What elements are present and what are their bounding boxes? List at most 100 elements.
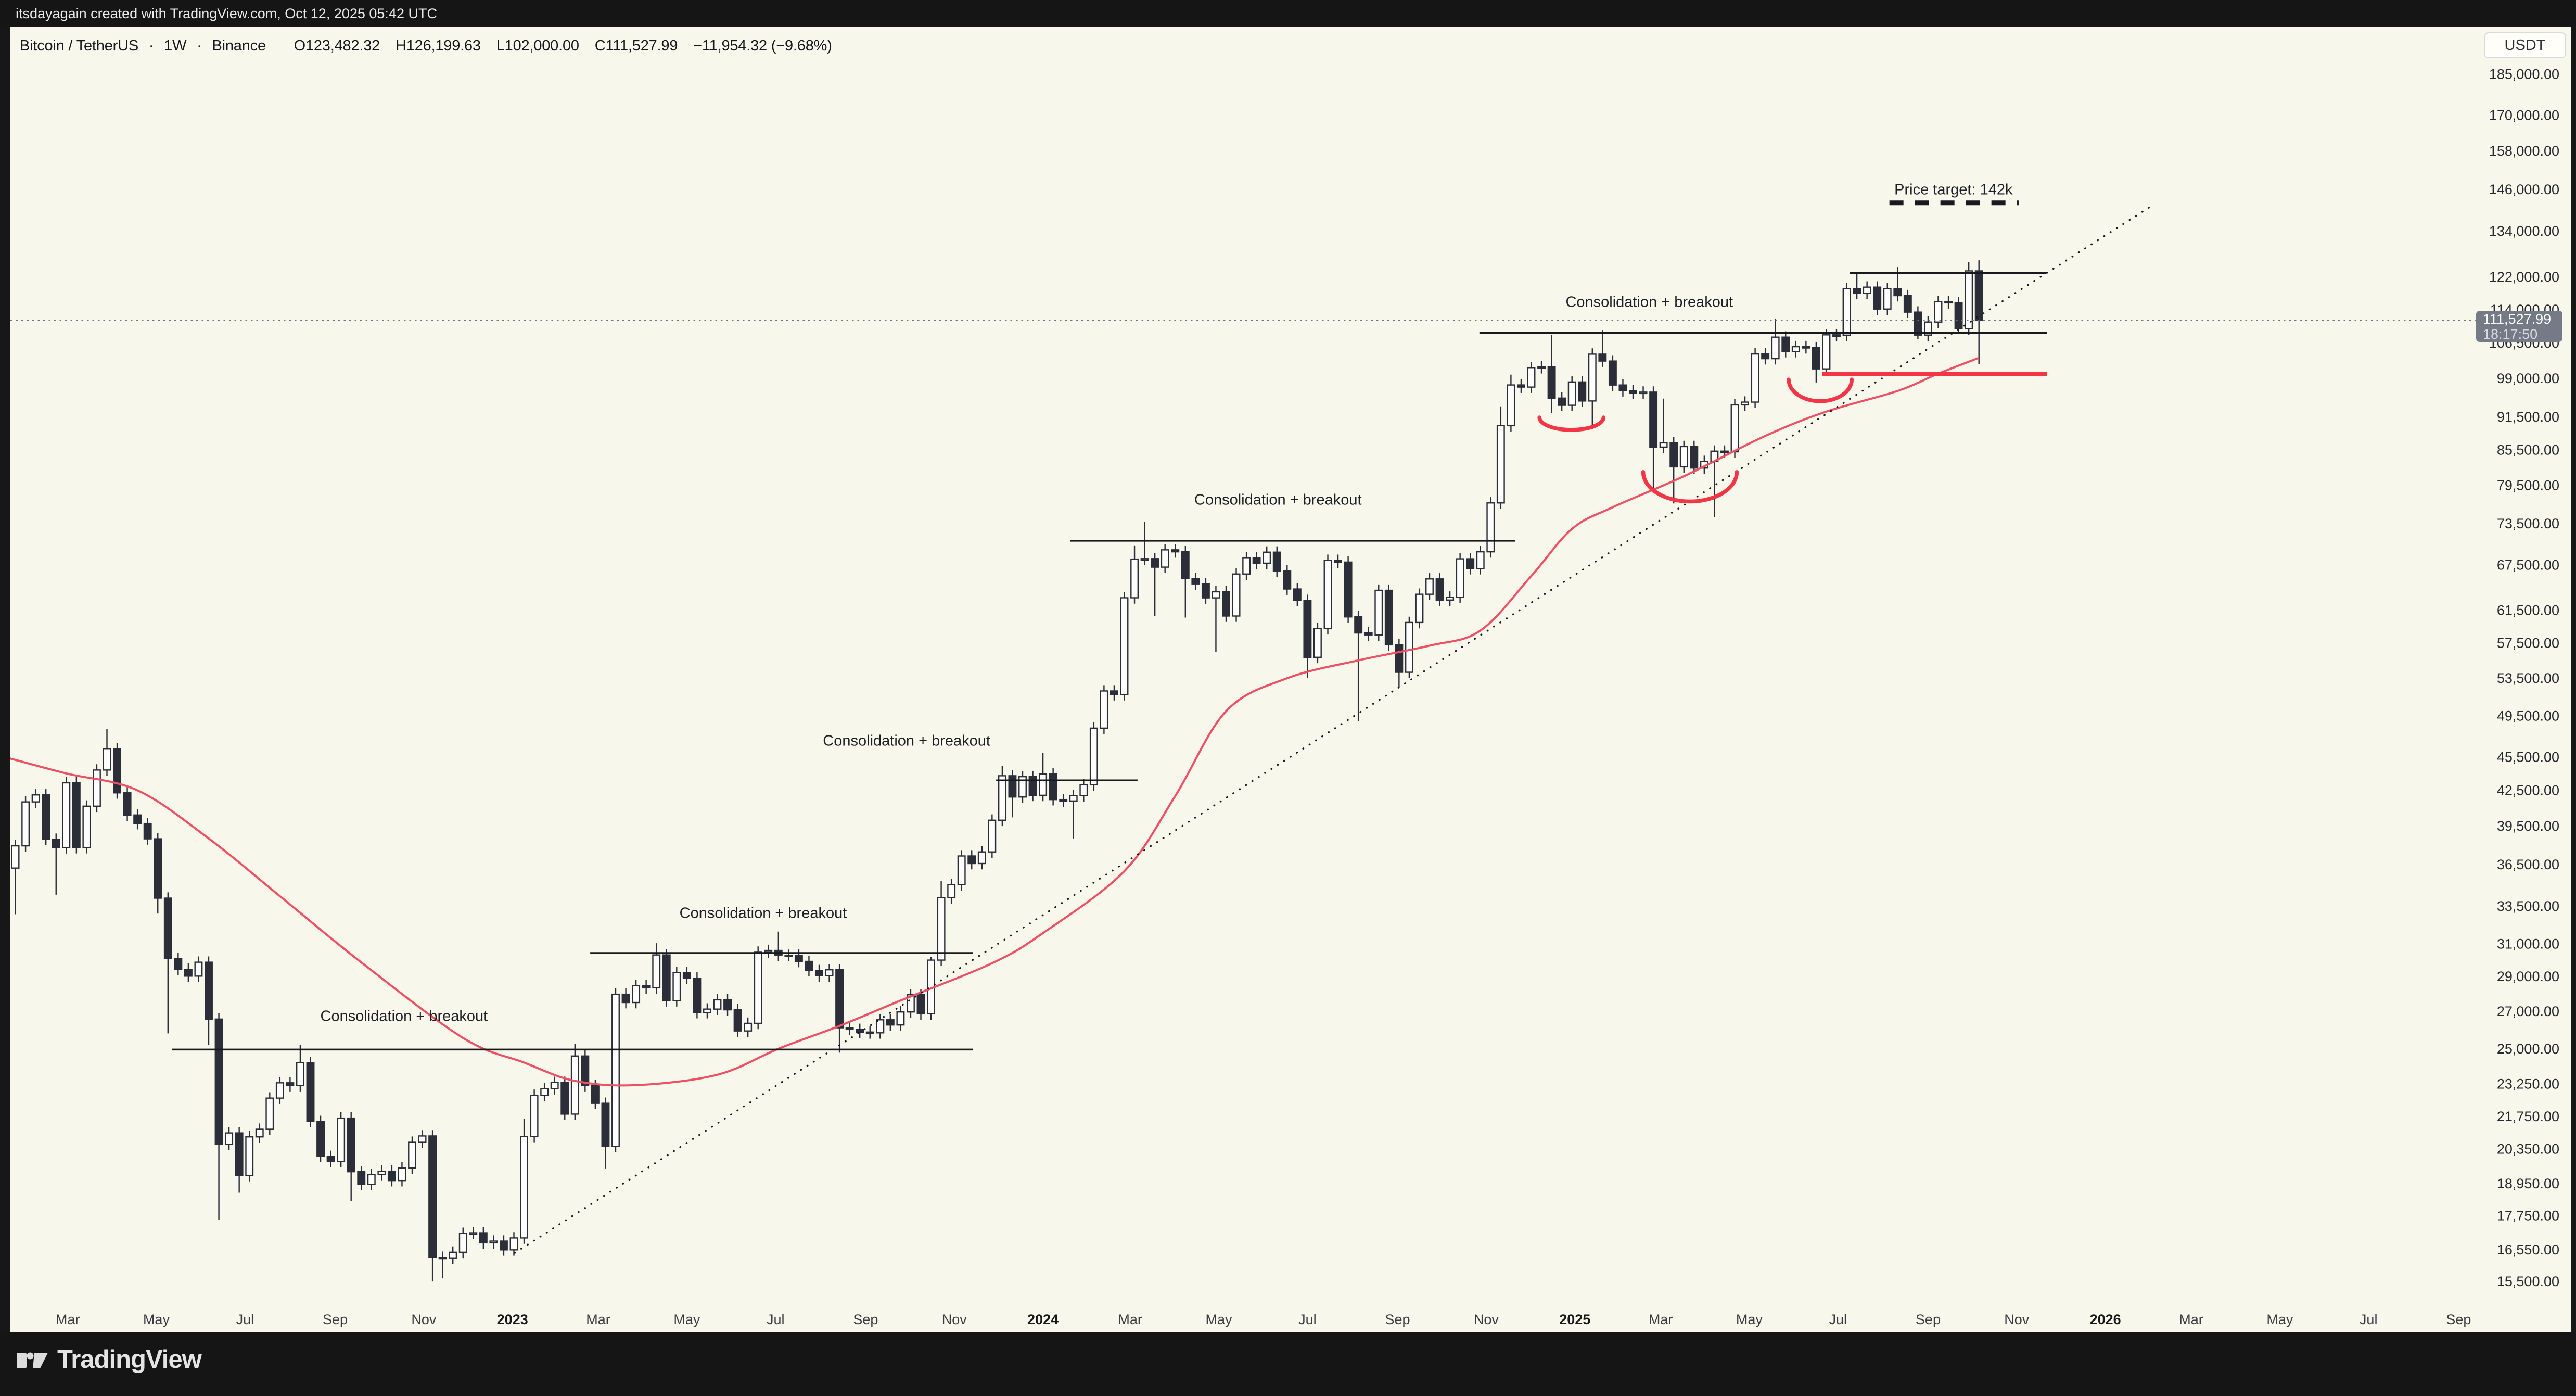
candle	[1873, 281, 1882, 315]
candle	[825, 963, 834, 982]
price-axis-label: 45,500.00	[2497, 750, 2559, 765]
price-axis-label: 20,350.00	[2497, 1141, 2559, 1157]
open-value: O123,482.32	[294, 37, 380, 54]
candle	[1181, 545, 1190, 618]
candle	[754, 946, 762, 1030]
candle	[1293, 583, 1302, 606]
time-axis-label: Nov	[942, 1312, 967, 1327]
tradingview-logo[interactable]: TradingView	[16, 1345, 202, 1374]
time-axis-label: May	[143, 1312, 170, 1327]
candle	[1252, 552, 1261, 569]
candle	[214, 1013, 223, 1220]
candle	[1395, 639, 1404, 687]
price-axis-label: 79,500.00	[2497, 477, 2559, 493]
price-axis[interactable]	[2475, 27, 2571, 1306]
candle	[2, 779, 9, 899]
accumulation-arc[interactable]	[1641, 470, 1739, 504]
candle	[540, 1083, 549, 1101]
candle	[1558, 392, 1566, 411]
candle	[1405, 616, 1413, 678]
price-axis-label: 29,000.00	[2497, 969, 2559, 984]
candle	[774, 931, 783, 961]
annotation-consolidation-breakout-5[interactable]: Consolidation + breakout	[1565, 294, 1733, 311]
time-axis-label: Jul	[2360, 1312, 2378, 1327]
candle	[693, 972, 702, 1019]
candle	[876, 1014, 885, 1039]
annotation-consolidation-breakout-2[interactable]: Consolidation + breakout	[679, 905, 847, 922]
candle	[977, 846, 986, 870]
candle	[1954, 297, 1963, 333]
price-axis-label: 42,500.00	[2497, 782, 2559, 798]
candle	[1923, 316, 1932, 341]
candle	[550, 1076, 559, 1095]
time-axis-label: Nov	[1474, 1312, 1499, 1327]
candle	[154, 833, 162, 914]
price-axis-label: 27,000.00	[2497, 1004, 2559, 1019]
annotation-consolidation-breakout-3[interactable]: Consolidation + breakout	[823, 732, 990, 750]
candle	[1771, 318, 1780, 365]
candle	[123, 787, 132, 821]
candle	[1039, 753, 1048, 802]
candle	[682, 967, 691, 984]
candle	[1567, 376, 1576, 411]
candle	[1486, 497, 1495, 558]
candle	[1049, 768, 1057, 806]
candle	[1313, 623, 1322, 664]
candle	[1588, 348, 1597, 429]
accumulation-arc[interactable]	[1787, 377, 1854, 403]
candle	[998, 766, 1006, 827]
candle	[1069, 790, 1078, 839]
candle	[469, 1227, 478, 1239]
candle	[601, 1097, 610, 1169]
price-axis-label: 36,500.00	[2497, 857, 2559, 872]
candle	[11, 840, 20, 915]
currency-button[interactable]: USDT	[2484, 32, 2566, 58]
attribution-text: itsdayagain created with TradingView.com…	[16, 5, 437, 21]
change-value: −11,954.32 (−9.68%)	[693, 37, 832, 54]
candle	[1191, 573, 1200, 590]
time-axis-label: 2025	[1559, 1312, 1590, 1327]
price-axis-label: 31,000.00	[2497, 936, 2559, 952]
time-axis-label: Sep	[1385, 1312, 1410, 1327]
time-axis[interactable]	[10, 1306, 2571, 1332]
candle	[1364, 627, 1373, 641]
price-axis-label: 16,550.00	[2497, 1242, 2559, 1258]
candle	[225, 1127, 234, 1150]
candle	[632, 980, 641, 1009]
candle	[42, 789, 50, 845]
candle	[1679, 440, 1688, 473]
price-axis-label: 170,000.00	[2489, 107, 2559, 123]
candle	[1476, 545, 1485, 575]
candle	[489, 1235, 498, 1249]
candle	[1934, 296, 1943, 328]
low-value: L102,000.00	[496, 37, 579, 54]
candle	[1863, 281, 1871, 300]
time-axis-label: Sep	[1916, 1312, 1941, 1327]
candle	[174, 953, 183, 975]
candle	[286, 1077, 295, 1092]
candle	[906, 988, 915, 1018]
timeframe[interactable]: 1W	[164, 37, 187, 54]
candle	[72, 777, 81, 854]
accumulation-arc[interactable]	[1537, 415, 1606, 432]
trendline[interactable]	[514, 202, 2156, 1254]
time-axis-label: May	[2266, 1312, 2293, 1327]
candle	[1639, 386, 1648, 399]
annotation-consolidation-breakout-4[interactable]: Consolidation + breakout	[1194, 491, 1362, 509]
candle	[957, 850, 966, 891]
annotation-consolidation-breakout-1[interactable]: Consolidation + breakout	[320, 1008, 488, 1025]
symbol-name[interactable]: Bitcoin / TetherUS	[20, 37, 138, 54]
candle	[1598, 330, 1607, 367]
candle	[1446, 591, 1455, 606]
price-axis-label: 85,500.00	[2497, 442, 2559, 458]
annotation-price-target[interactable]: Price target: 142k	[1894, 181, 2013, 198]
bar-countdown: 18:17:50	[2483, 326, 2538, 342]
candle	[805, 955, 813, 977]
candle	[1974, 260, 1983, 364]
price-axis-label: 61,500.00	[2497, 603, 2559, 618]
candle	[1527, 362, 1536, 393]
price-axis-label: 53,500.00	[2497, 670, 2559, 686]
exchange-name[interactable]: Binance	[212, 37, 266, 54]
time-axis-label: 2024	[1027, 1312, 1059, 1327]
